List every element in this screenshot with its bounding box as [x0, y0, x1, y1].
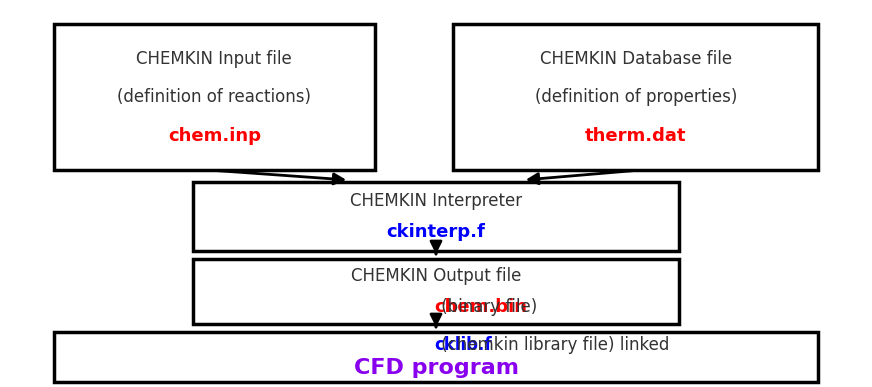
Text: CHEMKIN Output file: CHEMKIN Output file: [351, 267, 521, 285]
FancyBboxPatch shape: [193, 259, 679, 324]
Text: ckinterp.f: ckinterp.f: [386, 223, 486, 241]
Text: CHEMKIN Input file: CHEMKIN Input file: [137, 50, 292, 68]
Text: (definition of properties): (definition of properties): [535, 89, 737, 106]
Text: (binary file): (binary file): [436, 298, 537, 316]
Text: CFD program: CFD program: [353, 358, 519, 378]
FancyBboxPatch shape: [193, 182, 679, 251]
Text: (definition of reactions): (definition of reactions): [118, 89, 311, 106]
Text: CHEMKIN Database file: CHEMKIN Database file: [540, 50, 732, 68]
Text: cklib.f: cklib.f: [435, 336, 493, 354]
Text: therm.dat: therm.dat: [585, 127, 686, 145]
Text: chem.bin: chem.bin: [435, 298, 528, 316]
FancyBboxPatch shape: [53, 24, 375, 170]
FancyBboxPatch shape: [453, 24, 819, 170]
FancyBboxPatch shape: [53, 332, 819, 382]
Text: (chemkin library file) linked: (chemkin library file) linked: [436, 336, 670, 354]
Text: CHEMKIN Interpreter: CHEMKIN Interpreter: [350, 192, 522, 210]
Text: chem.inp: chem.inp: [167, 127, 261, 145]
